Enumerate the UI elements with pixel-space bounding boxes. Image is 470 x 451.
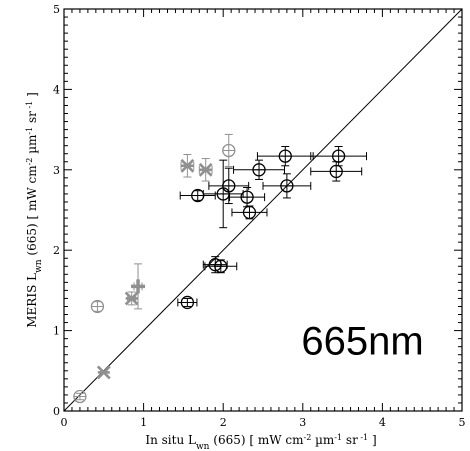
circle-point bbox=[257, 146, 313, 165]
axis-label-part: -1 bbox=[25, 127, 34, 135]
y-tick-label: 0 bbox=[53, 405, 60, 418]
axis-label-part: wn bbox=[196, 442, 210, 451]
y-tick-label: 4 bbox=[53, 83, 60, 96]
axis-label-part: ] bbox=[368, 433, 377, 447]
axis-label-part: ] bbox=[25, 92, 39, 101]
x-tick-label: 2 bbox=[220, 416, 227, 429]
asterisk-point bbox=[181, 155, 194, 178]
axis-label-part: wn bbox=[34, 259, 44, 273]
axis-label-part: µm bbox=[311, 433, 335, 447]
axis-label-part: -1 bbox=[25, 101, 34, 111]
y-tick-label: 3 bbox=[53, 164, 60, 177]
x-tick-label: 5 bbox=[459, 416, 466, 429]
axis-label-part: sr bbox=[25, 111, 39, 127]
circle-point bbox=[223, 134, 235, 166]
y-tick-labels: 0 1 2 3 4 5 bbox=[53, 3, 60, 418]
circle-point bbox=[180, 190, 215, 202]
x-tick-label: 0 bbox=[61, 416, 68, 429]
circle-point bbox=[234, 160, 285, 179]
x-tick-label: 4 bbox=[379, 416, 386, 429]
axis-label-part: µm bbox=[25, 134, 39, 158]
circle-point bbox=[263, 174, 311, 198]
y-tick-label: 2 bbox=[53, 244, 60, 257]
axis-label-part: (665) [ mW cm bbox=[209, 433, 304, 447]
x-axis-label: In situ Lwn (665) [ mW cm-2 µm-1 sr -1 ] bbox=[145, 433, 376, 451]
axis-label-part: -1 bbox=[334, 433, 342, 442]
axis-label-part: MERIS L bbox=[25, 273, 39, 328]
circle-point bbox=[74, 391, 86, 403]
axis-label-part: sr bbox=[342, 433, 358, 447]
circle-point bbox=[178, 296, 197, 308]
plus-point bbox=[131, 264, 145, 309]
asterisk-point bbox=[98, 366, 110, 378]
x-tick-label: 3 bbox=[299, 416, 306, 429]
axis-label-part: (665) [ mW cm bbox=[25, 165, 39, 260]
y-tick-label: 1 bbox=[53, 325, 60, 338]
circle-point bbox=[91, 300, 103, 312]
asterisk-point bbox=[126, 292, 138, 305]
x-tick-labels: 0 1 2 3 4 5 bbox=[61, 416, 466, 429]
y-tick-label: 5 bbox=[53, 3, 60, 16]
x-tick-label: 1 bbox=[140, 416, 147, 429]
wavelength-annotation: 665nm bbox=[301, 320, 423, 364]
axis-label-part: -2 bbox=[25, 158, 34, 166]
circle-point bbox=[232, 206, 267, 219]
circle-point bbox=[311, 162, 362, 181]
axis-label-part: In situ L bbox=[145, 433, 196, 447]
axis-label-part: -2 bbox=[304, 433, 312, 442]
axis-label-part: -1 bbox=[358, 433, 368, 442]
circle-point bbox=[230, 187, 265, 206]
y-axis-label: MERIS Lwn (665) [ mW cm-2 µm-1 sr -1 ] bbox=[25, 92, 45, 328]
circle-point bbox=[311, 146, 367, 165]
asterisk-point bbox=[199, 159, 212, 182]
